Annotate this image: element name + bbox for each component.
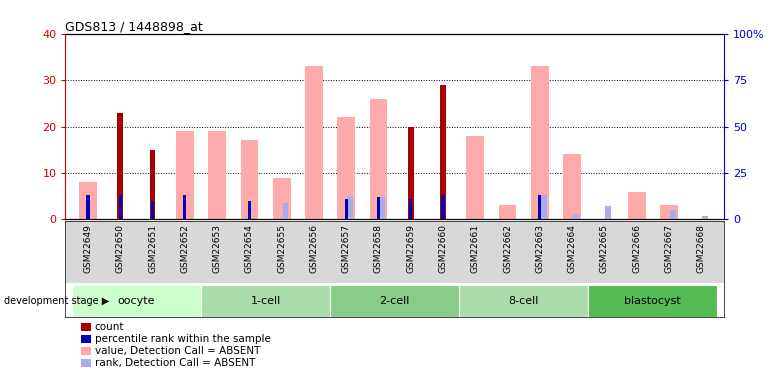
Text: GSM22650: GSM22650 <box>116 224 125 273</box>
Text: GSM22664: GSM22664 <box>567 224 577 273</box>
Bar <box>380 197 385 219</box>
Bar <box>670 210 676 219</box>
Bar <box>347 197 353 219</box>
Bar <box>531 66 549 219</box>
Bar <box>459 285 588 317</box>
Text: GSM22661: GSM22661 <box>470 224 480 273</box>
Text: 8-cell: 8-cell <box>508 296 539 306</box>
Text: GSM22657: GSM22657 <box>342 224 350 273</box>
Bar <box>409 199 413 219</box>
Bar <box>283 202 289 219</box>
Bar <box>628 192 645 219</box>
Text: GSM22652: GSM22652 <box>180 224 189 273</box>
Bar <box>176 131 194 219</box>
Bar <box>248 201 251 219</box>
Text: GSM22649: GSM22649 <box>83 224 92 273</box>
Bar <box>330 285 459 317</box>
Bar <box>605 206 611 219</box>
Text: 1-cell: 1-cell <box>250 296 280 306</box>
Text: GSM22655: GSM22655 <box>277 224 286 273</box>
Text: GSM22665: GSM22665 <box>600 224 609 273</box>
Text: GSM22662: GSM22662 <box>503 224 512 273</box>
Text: GSM22656: GSM22656 <box>310 224 319 273</box>
Text: GSM22654: GSM22654 <box>245 224 254 273</box>
Text: rank, Detection Call = ABSENT: rank, Detection Call = ABSENT <box>95 358 255 368</box>
Bar <box>563 154 581 219</box>
Text: percentile rank within the sample: percentile rank within the sample <box>95 334 270 344</box>
Bar <box>79 182 97 219</box>
Text: GSM22663: GSM22663 <box>535 224 544 273</box>
Bar <box>440 85 446 219</box>
Text: GSM22666: GSM22666 <box>632 224 641 273</box>
Bar <box>149 150 156 219</box>
Bar <box>201 285 330 317</box>
Bar <box>377 197 380 219</box>
Bar <box>72 285 201 317</box>
Text: GDS813 / 1448898_at: GDS813 / 1448898_at <box>65 20 203 33</box>
Bar <box>573 214 579 219</box>
Text: oocyte: oocyte <box>118 296 156 306</box>
Bar <box>499 206 517 219</box>
Bar <box>541 195 547 219</box>
Bar <box>208 131 226 219</box>
Bar <box>86 195 89 219</box>
Bar <box>151 201 154 219</box>
Text: GSM22659: GSM22659 <box>407 224 415 273</box>
Text: development stage ▶: development stage ▶ <box>4 296 109 306</box>
Text: GSM22668: GSM22668 <box>697 224 706 273</box>
Bar <box>702 216 708 219</box>
Bar <box>538 195 541 219</box>
Bar <box>273 178 290 219</box>
Text: 2-cell: 2-cell <box>380 296 410 306</box>
Text: blastocyst: blastocyst <box>624 296 681 306</box>
Text: GSM22653: GSM22653 <box>213 224 222 273</box>
Text: GSM22658: GSM22658 <box>374 224 383 273</box>
Text: count: count <box>95 322 124 332</box>
Bar <box>305 66 323 219</box>
Bar <box>441 195 444 219</box>
Bar <box>370 99 387 219</box>
Bar <box>660 206 678 219</box>
Text: value, Detection Call = ABSENT: value, Detection Call = ABSENT <box>95 346 260 356</box>
Text: GSM22667: GSM22667 <box>665 224 674 273</box>
Bar <box>337 117 355 219</box>
Text: GSM22660: GSM22660 <box>439 224 447 273</box>
Bar <box>345 199 348 219</box>
Bar <box>117 112 123 219</box>
Bar <box>240 141 258 219</box>
Bar <box>467 136 484 219</box>
Bar <box>183 195 186 219</box>
Bar <box>588 285 718 317</box>
Bar <box>119 195 122 219</box>
Text: GSM22651: GSM22651 <box>148 224 157 273</box>
Bar <box>408 127 413 219</box>
